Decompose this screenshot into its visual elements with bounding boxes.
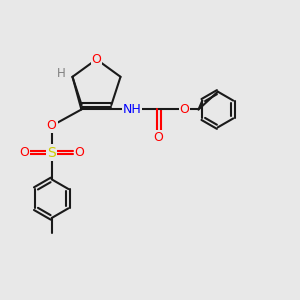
Text: H: H xyxy=(57,67,66,80)
Text: O: O xyxy=(47,119,57,132)
Text: S: S xyxy=(47,146,56,160)
Text: O: O xyxy=(19,146,29,159)
Text: NH: NH xyxy=(122,103,141,116)
Text: O: O xyxy=(180,103,190,116)
Text: O: O xyxy=(92,53,101,66)
Text: O: O xyxy=(154,131,164,144)
Text: O: O xyxy=(75,146,85,159)
